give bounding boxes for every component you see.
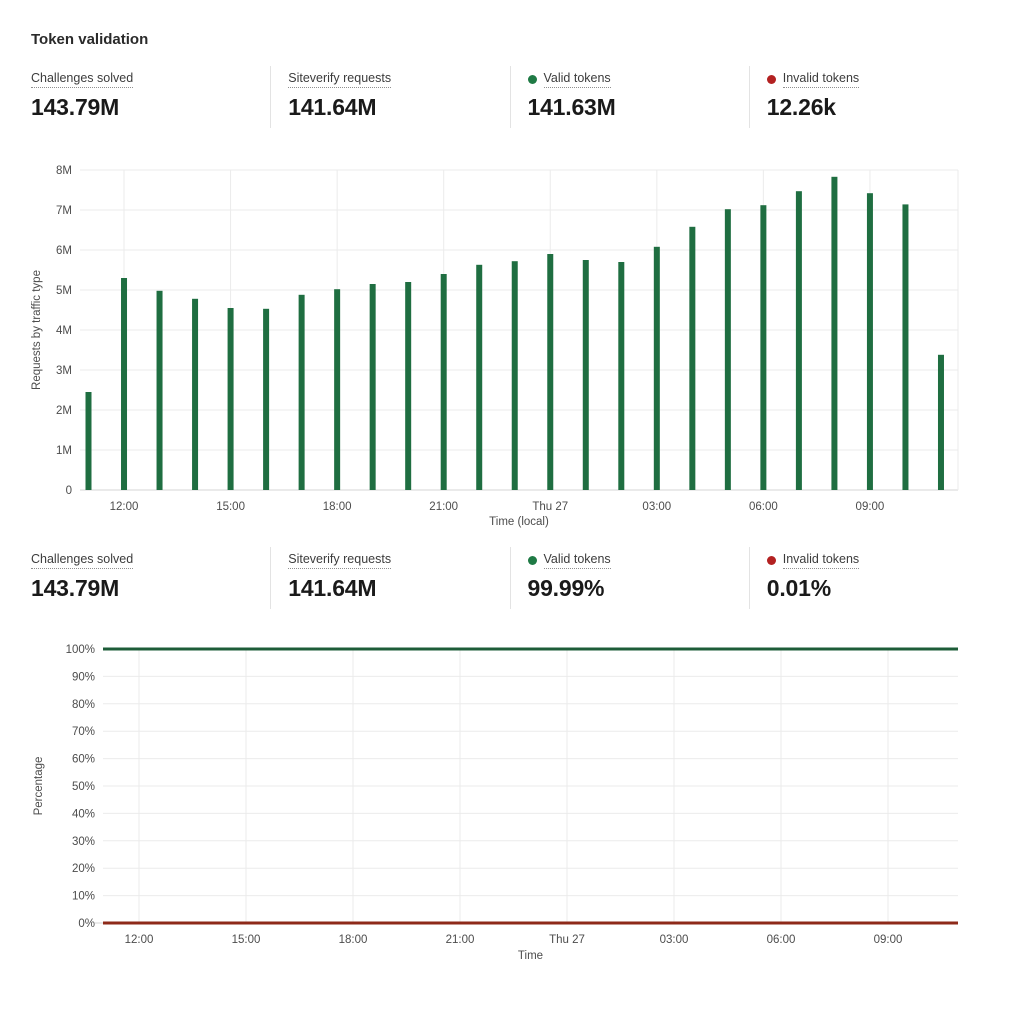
x-axis-tick-label: 03:00: [660, 934, 689, 946]
invalid-tokens-dot-icon: [766, 75, 776, 84]
bar-14:00: [192, 298, 199, 490]
bar-11:00: [937, 354, 944, 490]
y-axis-tick-label: 2M: [56, 405, 72, 417]
stat-card-challenges-solved: Challenges solved 143.79M: [31, 66, 270, 128]
x-axis-title: Time: [518, 950, 543, 962]
stat-value-challenges-solved: 143.79M: [31, 94, 120, 120]
stat-card-valid-tokens-pct: Valid tokens 99.99%: [509, 547, 749, 609]
y-axis-title: Percentage: [33, 757, 45, 816]
stat-value-invalid-tokens-pct: 0.01%: [766, 575, 831, 601]
bar-11:00: [85, 392, 92, 490]
y-axis-tick-label: 100%: [66, 644, 95, 656]
bar-19:00: [369, 284, 376, 490]
y-axis-tick-label: 0: [66, 485, 72, 497]
y-axis-tick-label: 60%: [72, 754, 95, 766]
bar-Thu 27: [547, 254, 554, 490]
y-axis-tick-label: 70%: [72, 726, 95, 738]
stat-card-valid-tokens: Valid tokens 141.63M: [509, 66, 749, 128]
x-axis-tick-label: 12:00: [110, 501, 139, 513]
bar-23:00: [511, 261, 518, 490]
y-axis-tick-label: 20%: [72, 863, 95, 875]
stat-label-invalid-tokens-pct[interactable]: Invalid tokens: [782, 552, 860, 569]
bar-21:00: [440, 274, 447, 490]
stat-label-invalid-tokens[interactable]: Invalid tokens: [782, 71, 860, 88]
bar-13:00: [156, 290, 163, 490]
bar-15:00: [227, 308, 234, 490]
y-axis-tick-label: 8M: [56, 165, 72, 177]
valid-tokens-dot-icon: [527, 556, 537, 565]
bar-16:00: [263, 308, 270, 490]
stat-value-siteverify-requests: 141.64M: [288, 94, 377, 120]
bar-07:00: [795, 191, 802, 490]
token-validity-percentage-line-chart: 0% 10% 20% 30% 40% 50% 60% 70% 80% 90% 100% 12:00 15…: [33, 644, 958, 962]
stat-card-siteverify-requests: Siteverify requests 141.64M: [270, 66, 509, 128]
page-title: Token validation: [31, 31, 149, 48]
bar-05:00: [724, 209, 731, 490]
stat-card-invalid-tokens-pct: Invalid tokens 0.01%: [748, 547, 988, 609]
x-axis-tick-label: 15:00: [216, 501, 245, 513]
stats-row-percentages: Challenges solved 143.79M Siteverify req…: [31, 547, 988, 609]
bar-18:00: [334, 289, 341, 490]
x-axis-tick-label: 18:00: [323, 501, 352, 513]
y-axis-tick-label: 40%: [72, 808, 95, 820]
bar-12:00: [121, 278, 128, 490]
valid-tokens-dot-icon: [527, 75, 537, 84]
stat-card-invalid-tokens: Invalid tokens 12.26k: [748, 66, 988, 128]
x-axis-tick-label: Thu 27: [532, 501, 568, 513]
bar-17:00: [298, 294, 305, 490]
stat-label-challenges-solved[interactable]: Challenges solved: [31, 71, 134, 88]
bar-08:00: [831, 176, 838, 491]
bar-02:00: [618, 262, 625, 490]
y-axis-tick-label: 7M: [56, 205, 72, 217]
x-axis-tick-label: 15:00: [232, 934, 261, 946]
x-axis-tick-label: 06:00: [749, 501, 778, 513]
x-axis-tick-label: 21:00: [446, 934, 475, 946]
stat-card-challenges-solved-2: Challenges solved 143.79M: [31, 547, 270, 609]
y-axis-tick-label: 0%: [78, 918, 95, 930]
x-axis-tick-label: 03:00: [642, 501, 671, 513]
y-axis-tick-label: 50%: [72, 781, 95, 793]
invalid-tokens-dot-icon: [766, 556, 776, 565]
y-axis-tick-label: 3M: [56, 365, 72, 377]
bar-22:00: [476, 264, 483, 490]
stat-value-challenges-solved-2: 143.79M: [31, 575, 120, 601]
y-axis-tick-label: 1M: [56, 445, 72, 457]
stat-value-siteverify-requests-2: 141.64M: [288, 575, 377, 601]
stats-row-totals: Challenges solved 143.79M Siteverify req…: [31, 66, 988, 128]
stat-label-siteverify-requests-2[interactable]: Siteverify requests: [288, 552, 392, 569]
x-axis-title: Time (local): [489, 516, 549, 528]
bar-06:00: [760, 205, 767, 490]
requests-by-traffic-type-bar-chart: 0 1M 2M 3M 4M 5M 6M 7M 8M 12:00 15:00 18:00 21:00 Thu…: [31, 165, 959, 528]
y-axis-title: Requests by traffic type: [31, 270, 43, 390]
bar-04:00: [689, 226, 696, 491]
y-axis-tick-label: 6M: [56, 245, 72, 257]
x-axis-tick-label: 09:00: [874, 934, 903, 946]
x-axis-tick-label: 18:00: [339, 934, 368, 946]
y-axis-tick-label: 10%: [72, 891, 95, 903]
y-axis-tick-label: 4M: [56, 325, 72, 337]
bar-01:00: [582, 260, 589, 490]
x-axis-tick-label: 21:00: [429, 501, 458, 513]
bar-03:00: [653, 246, 660, 490]
y-axis-tick-label: 30%: [72, 836, 95, 848]
stat-value-valid-tokens: 141.63M: [527, 94, 616, 120]
bar-09:00: [866, 193, 873, 490]
stat-value-invalid-tokens: 12.26k: [766, 94, 836, 120]
x-axis-tick-label: 06:00: [767, 934, 796, 946]
stat-label-valid-tokens[interactable]: Valid tokens: [543, 71, 611, 88]
stat-label-valid-tokens-pct[interactable]: Valid tokens: [543, 552, 611, 569]
bar-20:00: [405, 282, 412, 490]
stat-label-siteverify-requests[interactable]: Siteverify requests: [288, 71, 392, 88]
stat-card-siteverify-requests-2: Siteverify requests 141.64M: [270, 547, 509, 609]
x-axis-tick-label: 12:00: [125, 934, 154, 946]
x-axis-tick-label: Thu 27: [549, 934, 585, 946]
stat-label-challenges-solved-2[interactable]: Challenges solved: [31, 552, 134, 569]
x-axis-tick-label: 09:00: [856, 501, 885, 513]
y-axis-tick-label: 80%: [72, 699, 95, 711]
bar-10:00: [902, 204, 909, 490]
y-axis-tick-label: 90%: [72, 671, 95, 683]
y-axis-tick-label: 5M: [56, 285, 72, 297]
stat-value-valid-tokens-pct: 99.99%: [527, 575, 605, 601]
